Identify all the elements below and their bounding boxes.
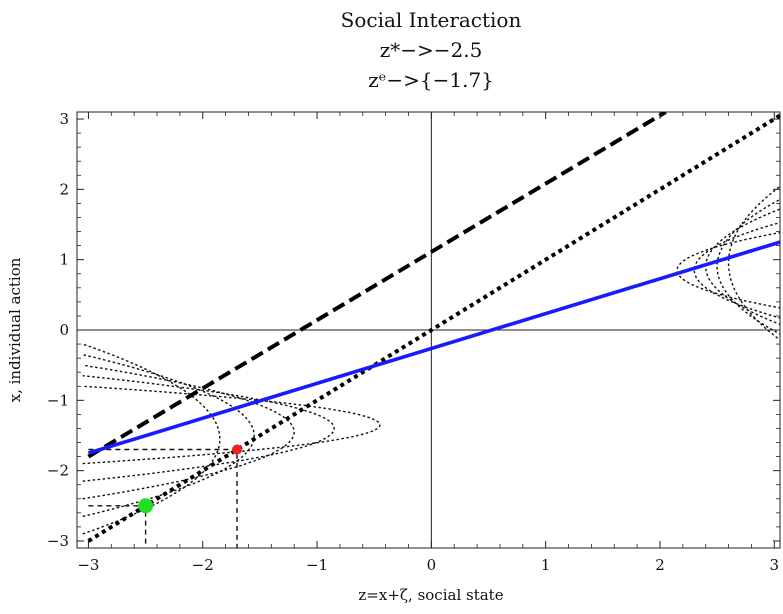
y-tick-label: 1 [59,251,69,269]
y-tick-label: 3 [59,110,69,128]
y-tick-label: −3 [47,532,69,550]
y-tick-label: −1 [47,391,69,409]
title-line: Social Interaction [341,8,522,32]
contour-curve [716,198,780,335]
plot-content [82,112,780,548]
y-tick-label: 0 [59,321,69,339]
point-z* [138,498,154,514]
y-axis-label: x, individual action [6,257,24,402]
contour-curve [704,208,780,326]
plot-area: −3 −2 −1 0 1 2 3 −3 −2 −1 0 1 2 3 [47,110,781,574]
y-tick-label: −2 [47,462,69,480]
x-tick-label: −1 [306,556,328,574]
contour-curve [82,364,295,500]
x-tick-label: 2 [655,556,665,574]
x-axis-label: z=x+ζ, social state [358,586,503,604]
title-line: z*−>−2.5 [380,38,483,62]
series-line-dashed-thick [87,112,667,459]
title-line: zᵉ−>{−1.7} [368,68,494,92]
series-line-solid [87,240,780,455]
contour-curve [82,343,221,535]
point-ze [232,444,243,455]
contour-curve [676,231,780,309]
contour-curve [727,185,780,341]
x-tick-label: −2 [192,556,214,574]
contour-curve [82,375,335,482]
chart-title: Social Interaction z*−>−2.5 zᵉ−>{−1.7} [341,8,522,92]
contour-curve [82,353,255,518]
contour-curve [82,385,381,465]
x-tick-label: −3 [77,556,99,574]
x-tick-label: 0 [427,556,437,574]
y-tick-label: 2 [59,180,69,198]
x-tick-label: 1 [541,556,551,574]
x-tick-label: 3 [770,556,780,574]
series-line-dotted-thick [87,113,780,543]
